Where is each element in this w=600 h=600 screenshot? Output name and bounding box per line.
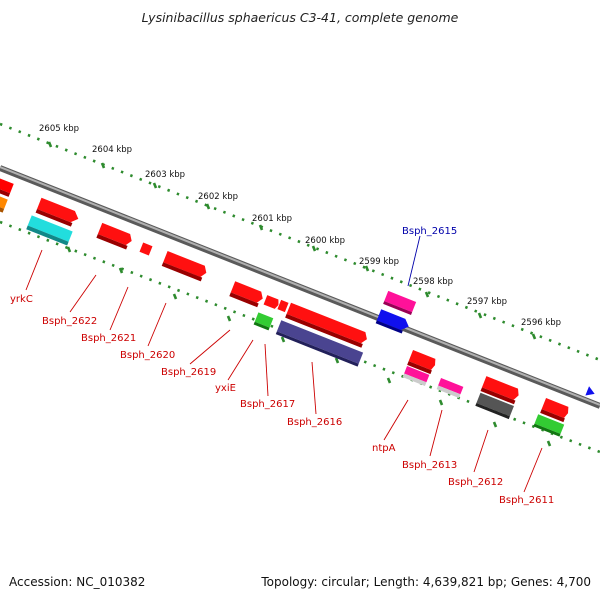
gene-label-bsph-2621[interactable]: Bsph_2621 — [81, 333, 136, 344]
outer-ruler — [0, 122, 600, 362]
kbp-label: 2598 kbp — [413, 277, 453, 287]
gene-feature[interactable] — [533, 414, 565, 437]
outer-major-ticks — [47, 141, 537, 340]
gene-feature[interactable] — [0, 174, 14, 197]
gene-label-bsph-2622[interactable]: Bsph_2622 — [42, 316, 97, 327]
label-connectors — [25, 235, 543, 493]
kbp-label: 2604 kbp — [92, 145, 132, 155]
gene-feature[interactable] — [436, 378, 464, 398]
genome-backbone — [0, 165, 600, 409]
gene-label-bsph-2620[interactable]: Bsph_2620 — [120, 350, 175, 361]
kbp-label: 2605 kbp — [39, 124, 79, 134]
gene-feature[interactable] — [540, 398, 570, 423]
gene-feature[interactable] — [277, 299, 289, 313]
gene-features[interactable] — [0, 174, 596, 437]
gene-feature[interactable] — [285, 302, 369, 349]
gene-label-yrkc[interactable]: yrkC — [10, 294, 33, 305]
kbp-label: 2596 kbp — [521, 318, 561, 328]
gene-labels: Bsph_2615 yrkC Bsph_2622 Bsph_2621 Bsph_… — [10, 226, 554, 506]
inner-major-ticks — [66, 246, 552, 447]
accession-text: Accession: NC_010382 — [9, 575, 145, 589]
gene-label-bsph-2619[interactable]: Bsph_2619 — [161, 367, 216, 378]
scale-labels: 2605 kbp 2604 kbp 2603 kbp 2602 kbp 2601… — [39, 124, 561, 328]
gene-feature[interactable] — [375, 309, 411, 335]
gene-feature[interactable] — [139, 242, 153, 256]
kbp-label: 2603 kbp — [145, 170, 185, 180]
gene-feature[interactable] — [480, 376, 521, 405]
gene-feature[interactable] — [585, 386, 596, 398]
gene-feature[interactable] — [229, 281, 265, 308]
gene-label-bsph-2617[interactable]: Bsph_2617 — [240, 399, 295, 410]
gene-feature[interactable] — [96, 222, 134, 250]
gene-feature[interactable] — [402, 366, 430, 386]
gene-feature[interactable] — [161, 251, 209, 282]
kbp-label: 2601 kbp — [252, 214, 292, 224]
gene-label-yxie[interactable]: yxiE — [215, 383, 236, 394]
gene-feature[interactable] — [407, 350, 437, 375]
gene-label-bsph-2611[interactable]: Bsph_2611 — [499, 495, 554, 506]
gene-feature[interactable] — [383, 290, 417, 315]
kbp-label: 2602 kbp — [198, 192, 238, 202]
genome-summary-text: Topology: circular; Length: 4,639,821 bp… — [260, 575, 591, 589]
map-title: Lysinibacillus sphaericus C3-41, complet… — [142, 10, 459, 25]
gene-label-ntpa[interactable]: ntpA — [372, 443, 396, 454]
gene-feature[interactable] — [0, 194, 8, 213]
gene-label-bsph-2613[interactable]: Bsph_2613 — [402, 460, 457, 471]
gene-label-bsph-2616[interactable]: Bsph_2616 — [287, 417, 342, 428]
gene-label-bsph-2615[interactable]: Bsph_2615 — [402, 226, 457, 237]
gene-label-bsph-2612[interactable]: Bsph_2612 — [448, 477, 503, 488]
gene-feature[interactable] — [35, 197, 81, 228]
gene-feature[interactable] — [275, 320, 364, 367]
kbp-label: 2599 kbp — [359, 257, 399, 267]
gene-feature[interactable] — [263, 295, 281, 309]
gene-feature[interactable] — [475, 392, 514, 420]
kbp-label: 2600 kbp — [305, 236, 345, 246]
gene-feature[interactable] — [26, 215, 73, 246]
kbp-label: 2597 kbp — [467, 297, 507, 307]
gene-feature[interactable] — [253, 312, 274, 331]
